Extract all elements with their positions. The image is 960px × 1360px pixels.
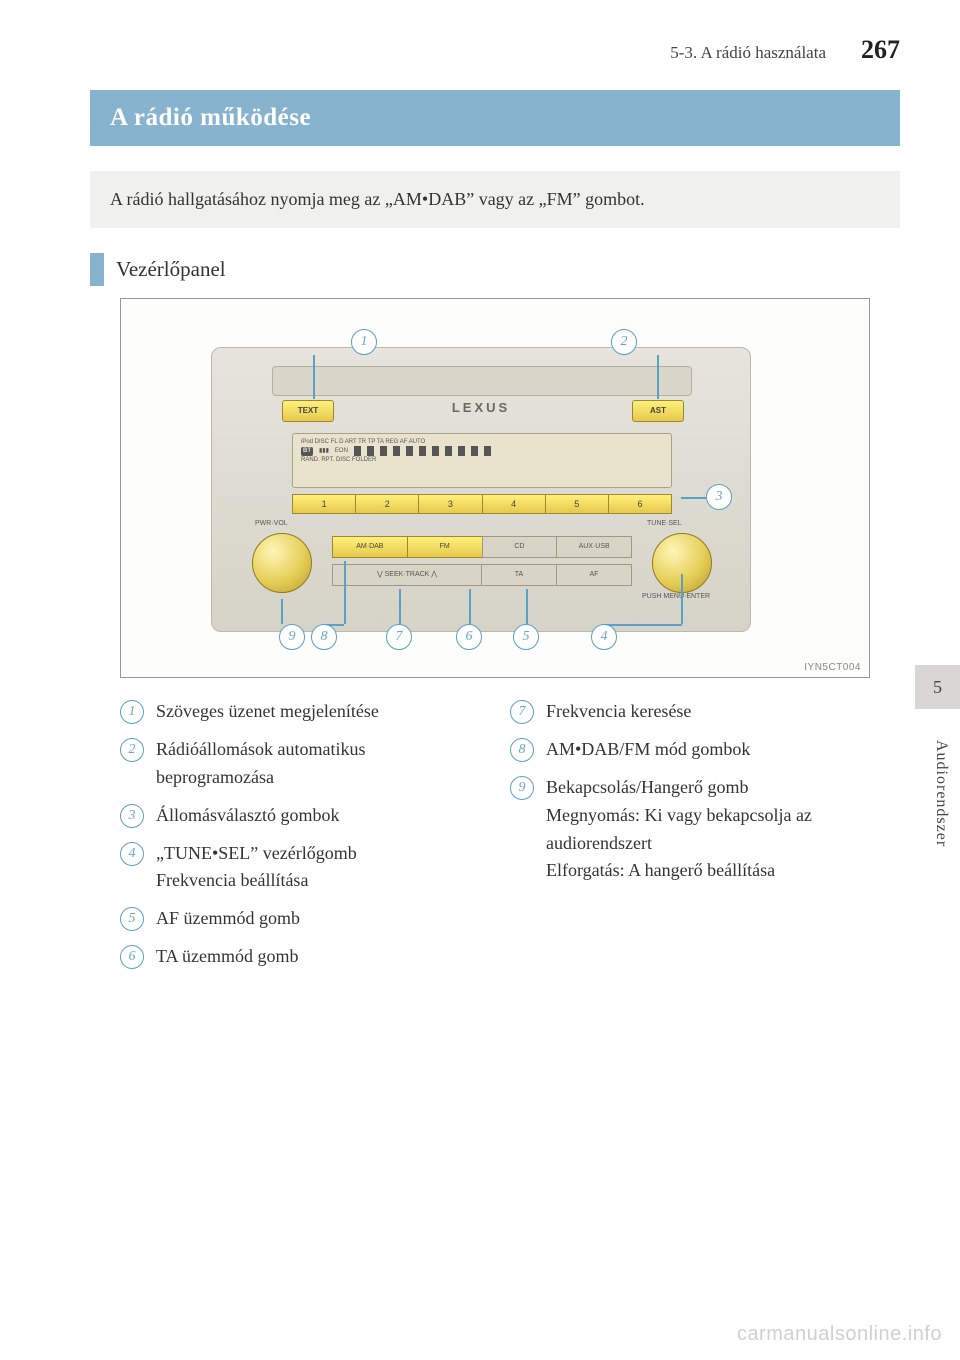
push-menu-label: PUSH MENU·ENTER [642,593,710,600]
legend-text: „TUNE•SEL” vezérlőgomb Frekvencia beállí… [156,840,480,896]
legend-item: 7 Frekvencia keresése [510,698,870,726]
legend-col-right: 7 Frekvencia keresése 8 AM•DAB/FM mód go… [510,698,870,981]
mode-fm: FM [407,536,482,558]
lcd-line2: BT ▮▮▮ EON [301,446,663,456]
legend-text: AM•DAB/FM mód gombok [546,736,870,764]
leader-9 [281,599,283,624]
heading-accent [90,253,104,286]
chapter-tab: 5 [915,665,960,709]
legend-num: 7 [510,700,534,724]
section-ref: 5-3. A rádió használata [670,43,826,63]
leader-8 [344,561,346,624]
legend-item: 9 Bekapcsolás/Hangerő gomb Megnyomás: Ki… [510,774,870,886]
text-button: TEXT [282,400,334,422]
lcd-display: iPod DISC FL D ART TR TP TA REG AF AUTO … [292,433,672,488]
callout-1: 1 [351,329,377,355]
lcd-line1: iPod DISC FL D ART TR TP TA REG AF AUTO [301,438,663,446]
figure-code: IYN5CT004 [804,662,861,673]
preset-6: 6 [608,494,672,514]
legend-item: 2 Rádióállomások automatikus beprogramoz… [120,736,480,792]
legend-text: Szöveges üzenet megjelenítése [156,698,480,726]
preset-row: 1 2 3 4 5 6 [292,494,672,514]
mode-aux: AUX·USB [556,536,632,558]
ta-button: TA [481,564,556,586]
legend-text: AF üzemmód gomb [156,905,480,933]
leader-3 [681,497,706,499]
control-panel-diagram: TEXT AST LEXUS iPod DISC FL D ART TR TP … [120,298,870,678]
page-number: 267 [861,35,900,65]
page-header: 5-3. A rádió használata 267 [90,35,900,65]
leader-2 [657,355,659,399]
mode-am-dab: AM·DAB [332,536,407,558]
callout-7: 7 [386,624,412,650]
af-button: AF [556,564,632,586]
leader-1 [313,355,315,399]
callout-8: 8 [311,624,337,650]
legend-col-left: 1 Szöveges üzenet megjelenítése 2 Rádióá… [120,698,480,981]
legend-num: 3 [120,804,144,828]
legend-item: 4 „TUNE•SEL” vezérlőgomb Frekvencia beál… [120,840,480,896]
legend-text: Rádióállomások automatikus beprogramozás… [156,736,480,792]
leader-4b [604,624,682,626]
legend-item: 1 Szöveges üzenet megjelenítése [120,698,480,726]
legend-num: 4 [120,842,144,866]
leader-7 [399,589,401,624]
pwr-vol-label: PWR·VOL [255,520,288,527]
chapter-label: Audiorendszer [932,740,950,847]
brand-logo: LEXUS [452,400,510,415]
leader-5 [526,589,528,624]
seek-row: ⋁ SEEK·TRACK ⋀ TA AF [332,564,632,586]
callout-9: 9 [279,624,305,650]
mode-row: AM·DAB FM CD AUX·USB [332,536,632,558]
legend-text: TA üzemmód gomb [156,943,480,971]
legend-item: 8 AM•DAB/FM mód gombok [510,736,870,764]
legend-text: Állomásválasztó gombok [156,802,480,830]
preset-3: 3 [418,494,481,514]
lcd-line3: RAND. RPT. DISC FOLDER [301,456,663,464]
watermark: carmanualsonline.info [737,1323,942,1346]
leader-4 [681,574,683,624]
preset-4: 4 [482,494,545,514]
legend-item: 6 TA üzemmód gomb [120,943,480,971]
legend-num: 2 [120,738,144,762]
preset-1: 1 [292,494,355,514]
leader-6 [469,589,471,624]
legend-num: 5 [120,907,144,931]
legend-num: 8 [510,738,534,762]
legend-num: 9 [510,776,534,800]
legend-item: 5 AF üzemmód gomb [120,905,480,933]
page-title: A rádió működése [90,90,900,146]
seek-track: ⋁ SEEK·TRACK ⋀ [332,564,481,586]
preset-5: 5 [545,494,608,514]
callout-6: 6 [456,624,482,650]
legend-text: Frekvencia keresése [546,698,870,726]
tune-sel-label: TUNE·SEL [647,520,682,527]
callout-5: 5 [513,624,539,650]
ast-button: AST [632,400,684,422]
radio-unit: TEXT AST LEXUS iPod DISC FL D ART TR TP … [211,347,751,632]
preset-2: 2 [355,494,418,514]
legend-item: 3 Állomásválasztó gombok [120,802,480,830]
mode-cd: CD [482,536,557,558]
legend-num: 1 [120,700,144,724]
legend-num: 6 [120,945,144,969]
heading-text: Vezérlőpanel [116,253,226,286]
callout-2: 2 [611,329,637,355]
cd-slot [272,366,692,396]
legend-text: Bekapcsolás/Hangerő gomb Megnyomás: Ki v… [546,774,870,886]
pwr-vol-knob [252,533,312,593]
callout-3: 3 [706,484,732,510]
intro-text: A rádió hallgatásához nyomja meg az „AM•… [90,171,900,228]
callout-4: 4 [591,624,617,650]
legend: 1 Szöveges üzenet megjelenítése 2 Rádióá… [90,698,900,981]
section-heading: Vezérlőpanel [90,253,900,286]
